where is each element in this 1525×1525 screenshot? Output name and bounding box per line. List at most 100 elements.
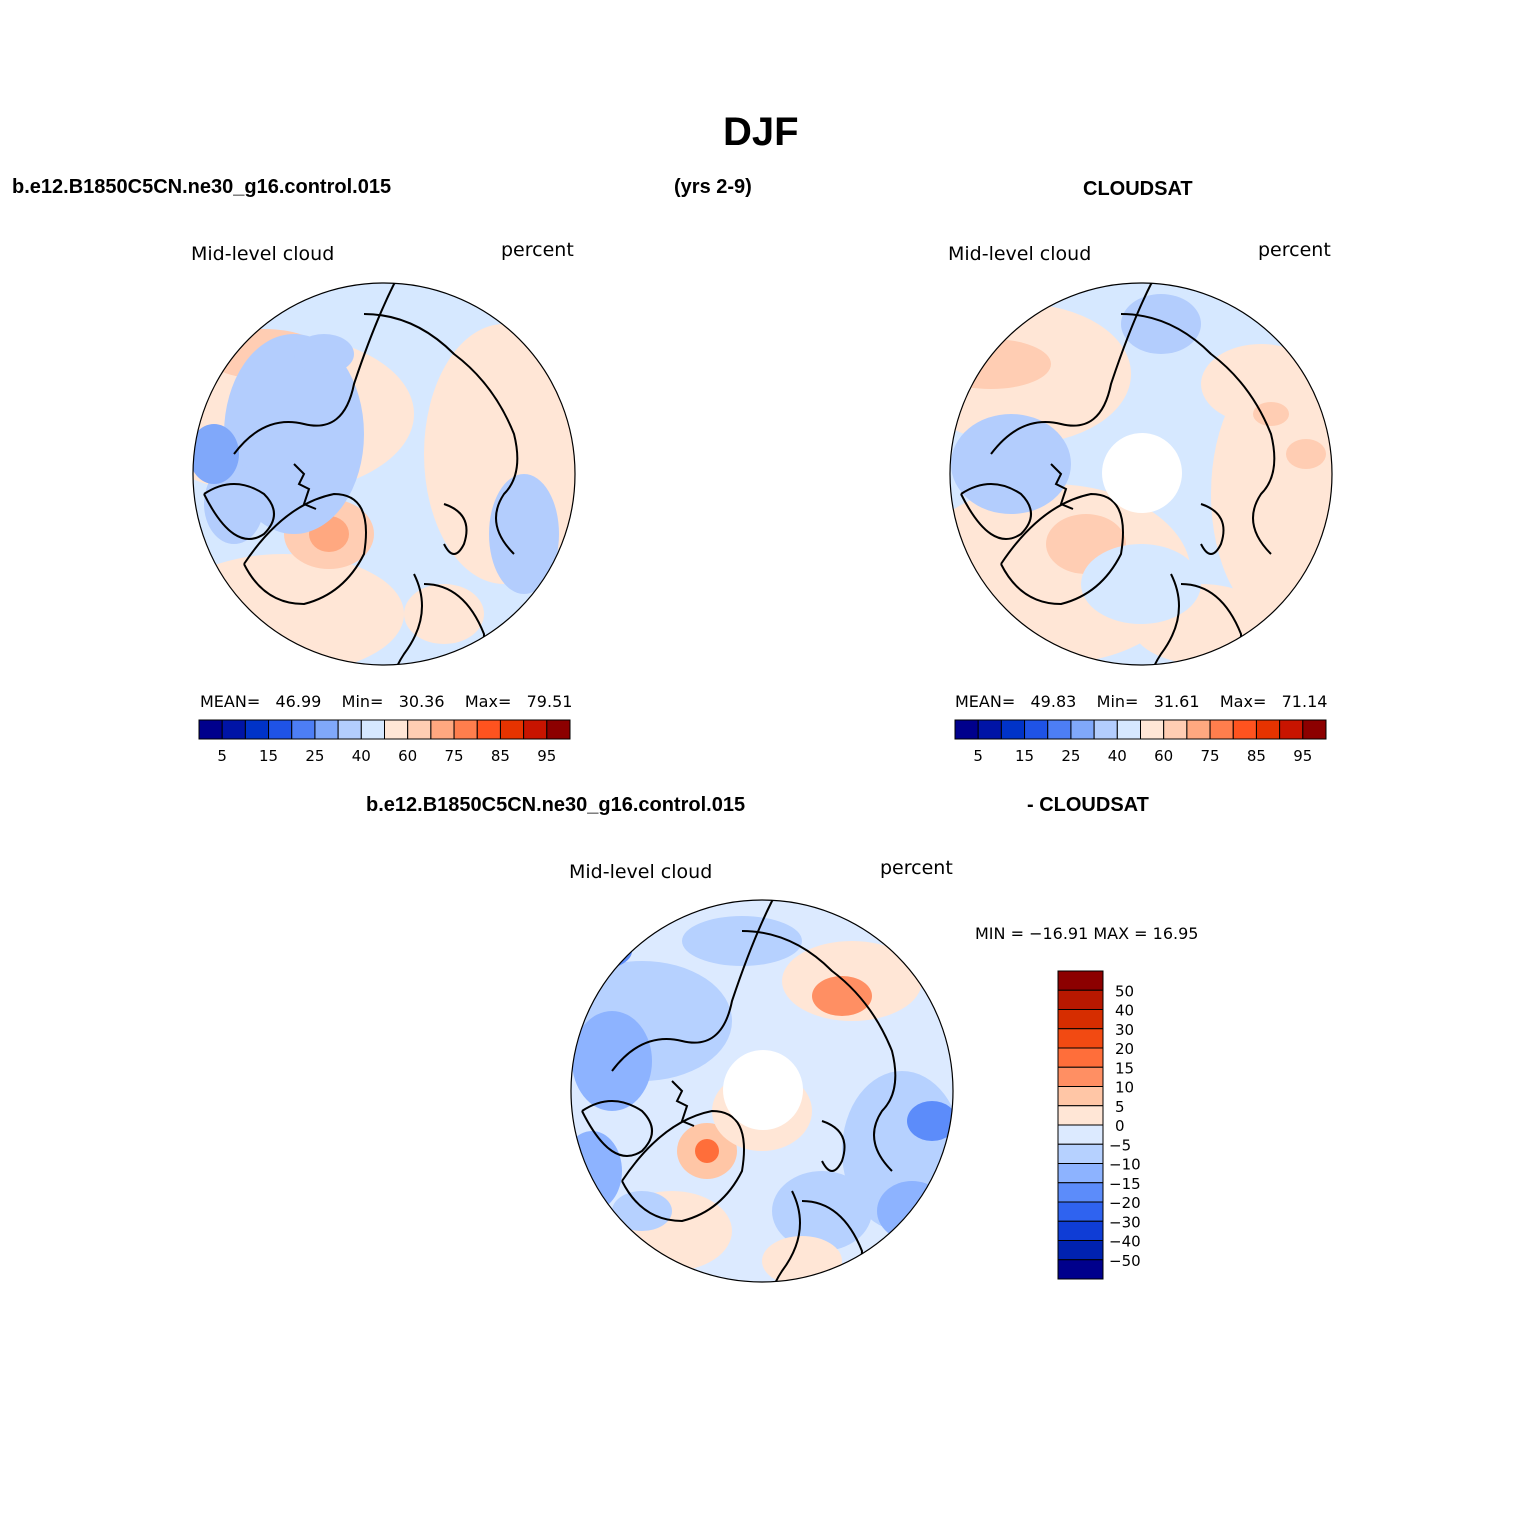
years-label: (yrs 2-9) <box>674 176 752 198</box>
panel2-colorbar: 5 15 25 40 60 75 85 95 <box>954 719 1327 765</box>
panel3-field <box>571 900 953 1282</box>
panel3-colorbar-tick-14: −50 <box>1109 1252 1141 1270</box>
panel1-contour-8 <box>489 474 559 594</box>
panel3-map <box>570 899 954 1283</box>
panel1-coastline-4 <box>363 313 519 555</box>
panel1-units: percent <box>501 239 574 261</box>
panel2-max-label: Max= <box>1219 692 1267 711</box>
panel3-contour-3 <box>812 976 872 1016</box>
panel3-contour-10 <box>772 1171 872 1251</box>
panel2-contour-10 <box>1253 402 1289 426</box>
panel3-colorbar-tick-8: −5 <box>1109 1136 1131 1154</box>
panel1-colorbar-swatch-8 <box>384 719 409 740</box>
panel2-min-label: Min= <box>1096 692 1139 711</box>
panel2-colorbar-swatch-5 <box>1070 719 1095 740</box>
panel3-coastline-4 <box>741 930 897 1172</box>
panel1-mean: 46.99 <box>275 692 322 711</box>
panel1-colorbar: 5 15 25 40 60 75 85 95 <box>198 719 571 765</box>
panel1-map-border <box>192 282 576 666</box>
panel2-colorbar-swatch-10 <box>1186 719 1211 740</box>
panel3-contour-11 <box>682 916 802 966</box>
panel2-colorbar-swatch-4 <box>1047 719 1072 740</box>
obs-name: CLOUDSAT <box>1083 178 1193 200</box>
page-title: DJF <box>723 110 799 154</box>
panel2-coastline-1 <box>1000 492 1124 606</box>
panel1-colorbar-swatch-6 <box>337 719 362 740</box>
panel2-units: percent <box>1258 239 1331 261</box>
panel3-colorbar-tick-13: −40 <box>1109 1233 1141 1251</box>
panel3-colorbar-tick-5: 10 <box>1115 1079 1134 1097</box>
panel2-map <box>949 282 1333 666</box>
panel3-contour-5 <box>907 1101 953 1141</box>
panel3-variable-title: Mid-level cloud <box>569 861 713 883</box>
panel2-coastline-4 <box>1120 313 1276 555</box>
panel1-contour-10 <box>294 334 354 374</box>
panel1-colorbar-swatch-7 <box>360 719 385 740</box>
panel3-colorbar-tick-10: −15 <box>1109 1175 1141 1193</box>
panel2-colorbar-swatch-11 <box>1209 719 1234 740</box>
panel1-coastline-3 <box>389 573 486 665</box>
panel2-colorbar-swatch-13 <box>1255 719 1281 740</box>
panel3-coastline-0 <box>611 900 796 1072</box>
panel1-max: 79.51 <box>526 692 573 711</box>
panel1-min: 30.36 <box>398 692 445 711</box>
case-name: b.e12.B1850C5CN.ne30_g16.control.015 <box>12 176 392 198</box>
panel2-max: 71.14 <box>1281 692 1328 711</box>
panel1-colorbar-swatch-15 <box>546 719 571 740</box>
panel2-colorbar-swatch-1 <box>977 719 1002 740</box>
panel3-coastline-2 <box>581 1100 653 1157</box>
panel2-mean: 49.83 <box>1030 692 1077 711</box>
panel1-colorbar-tick-2: 25 <box>305 747 324 765</box>
panel1-colorbar-swatch-12 <box>476 719 501 740</box>
panel3-colorbar-tick-12: −30 <box>1109 1213 1141 1231</box>
panel2-map-border <box>949 282 1333 666</box>
panel2-colorbar-tick-5: 75 <box>1201 747 1220 765</box>
panel2-colorbar-swatch-6 <box>1093 719 1118 740</box>
panel3-units: percent <box>880 857 953 879</box>
panel1-colorbar-tick-7: 95 <box>537 747 556 765</box>
panel3-colorbar-swatch-7 <box>1057 1105 1104 1126</box>
diff-case-name: b.e12.B1850C5CN.ne30_g16.control.015 <box>366 794 746 816</box>
panel1-colorbar-tick-4: 60 <box>398 747 417 765</box>
panel1-coastline-5 <box>443 503 468 555</box>
panel2-colorbar-tick-4: 60 <box>1154 747 1173 765</box>
panel2-colorbar-swatch-14 <box>1279 719 1304 740</box>
panel2-contour-8 <box>1121 294 1201 354</box>
panel3-colorbar-tick-11: −20 <box>1109 1194 1141 1212</box>
panel2-colorbar-tick-6: 85 <box>1247 747 1266 765</box>
panel1-colorbar-swatch-1 <box>221 719 246 740</box>
panel2-coastline-0 <box>990 283 1175 455</box>
panel3-contour-7 <box>695 1139 719 1163</box>
panel3-minmax: MIN = −16.91 MAX = 16.95 <box>975 924 1199 943</box>
panel3-coastline-1 <box>621 1109 745 1223</box>
panel3-colorbar-tick-3: 20 <box>1115 1040 1134 1058</box>
panel1-mean-label: MEAN= <box>200 692 261 711</box>
panel2-colorbar-swatch-3 <box>1024 719 1049 740</box>
panel2-mean-label: MEAN= <box>955 692 1016 711</box>
panel2-colorbar-swatch-12 <box>1232 719 1257 740</box>
panel3-missing-pole <box>723 1050 803 1130</box>
panel1-colorbar-swatch-3 <box>268 719 293 740</box>
panel1-colorbar-swatch-10 <box>430 719 455 740</box>
panel1-contour-7 <box>204 464 264 544</box>
panel1-stats: MEAN= 46.99 Min= 30.36 Max= 79.51 <box>200 692 572 711</box>
panel3-colorbar-swatch-14 <box>1057 1240 1104 1261</box>
panel2-contour-1 <box>950 339 1051 389</box>
panel3-colorbar-swatch-4 <box>1057 1047 1104 1068</box>
panel1-colorbar-tick-6: 85 <box>491 747 510 765</box>
panel1-variable-title: Mid-level cloud <box>191 243 335 265</box>
panel3-coastline-5 <box>821 1120 846 1172</box>
panel1-max-label: Max= <box>464 692 512 711</box>
panel1-colorbar-swatch-0 <box>198 719 223 740</box>
panel2-colorbar-swatch-9 <box>1163 719 1188 740</box>
panel1-colorbar-swatch-2 <box>244 719 270 740</box>
panel2-colorbar-swatch-0 <box>954 719 979 740</box>
panel2-colorbar-tick-1: 15 <box>1015 747 1034 765</box>
panel3-colorbar-tick-6: 5 <box>1115 1098 1125 1116</box>
panel3-colorbar-tick-9: −10 <box>1109 1156 1141 1174</box>
panel1-field <box>193 283 575 665</box>
panel3-colorbar-swatch-1 <box>1057 989 1104 1010</box>
panel3-colorbar-swatch-10 <box>1057 1163 1104 1184</box>
panel2-min: 31.61 <box>1153 692 1200 711</box>
